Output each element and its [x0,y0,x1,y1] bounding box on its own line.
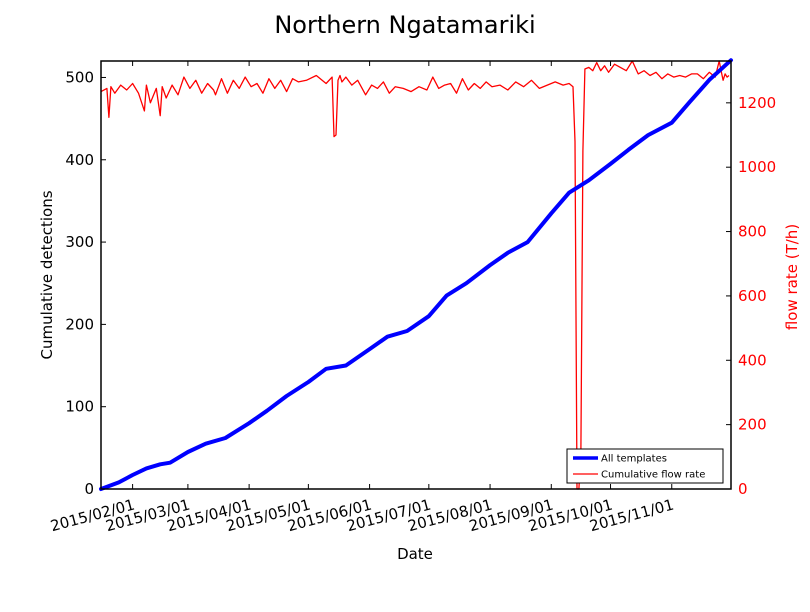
plot-series [99,58,733,491]
right-tick-label: 1200 [738,94,776,112]
right-tick-label: 400 [738,351,767,369]
left-tick-label: 200 [65,315,94,333]
left-tick-label: 300 [65,233,94,251]
left-tick-label: 400 [65,151,94,169]
left-tick-label: 0 [84,480,94,498]
legend-label-cumulative-flow-rate: Cumulative flow rate [601,470,705,481]
legend-label-all-templates: All templates [601,454,667,465]
series-line-all-templates [99,58,733,491]
left-tick-label: 500 [65,68,94,86]
right-axis-label: flow rate (T/h) [783,224,801,330]
right-tick-label: 200 [738,416,767,434]
left-axis-ticks: 0 100 200 300 400 500 [65,68,106,498]
chart-title: Northern Ngatamariki [274,11,535,39]
legend: All templates Cumulative flow rate [566,448,724,484]
series-line-cumulative-flow-rate [100,60,730,490]
right-tick-label: 800 [738,223,767,241]
right-tick-label: 600 [738,287,767,305]
plot-frame [100,60,732,490]
right-axis-ticks: 0 200 400 600 800 1000 1200 [726,94,776,498]
x-axis-label: Date [397,545,433,563]
legend-box [566,448,724,484]
left-axis-label: Cumulative detections [38,190,56,359]
left-tick-label: 100 [65,398,94,416]
right-tick-label: 1000 [738,158,776,176]
right-tick-label: 0 [738,480,748,498]
